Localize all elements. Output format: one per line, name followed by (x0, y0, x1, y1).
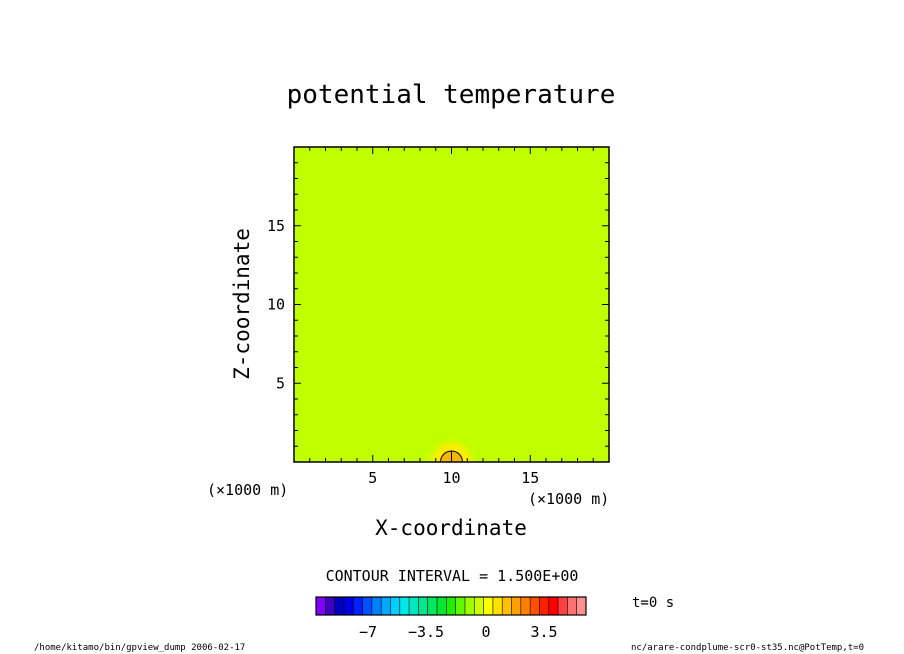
x-unit-label: (×1000 m) (528, 490, 609, 508)
colorbar-swatch (381, 597, 391, 615)
y-tick-label: 5 (276, 374, 285, 392)
colorbar-swatch (316, 597, 326, 615)
colorbar-swatch (343, 597, 354, 615)
colorbar-swatch (455, 597, 466, 615)
x-axis-label: X-coordinate (375, 516, 527, 540)
colorbar-tick-labels: −7 −3.5 0 3.5 (359, 623, 558, 641)
y-tick-labels: 5 10 15 (267, 217, 285, 393)
footer-right-text: nc/arare-condplume-scr0-st35.nc@PotTemp,… (631, 643, 864, 653)
colorbar-swatch (502, 597, 512, 615)
x-tick-labels: 5 10 15 (368, 469, 539, 487)
anomaly-halo (423, 434, 480, 462)
colorbar-swatch (474, 597, 484, 615)
colorbar-swatch (520, 597, 531, 615)
colorbar-frame (315, 596, 587, 616)
field-background (294, 147, 609, 462)
chart-title: potential temperature (287, 80, 616, 110)
colorbar-swatch (558, 597, 568, 615)
colorbar-swatch (576, 597, 587, 615)
colorbar-swatch (483, 597, 494, 615)
x-tick-label: 10 (442, 469, 460, 487)
colorbar-swatch (492, 597, 503, 615)
x-tick-label: 5 (368, 469, 377, 487)
colorbar-tick-label: 3.5 (530, 623, 557, 641)
colorbar-tick-label: −7 (359, 623, 377, 641)
colorbar-swatch (325, 597, 335, 615)
colorbar-tick-label: 0 (481, 623, 490, 641)
colorbar-swatch (418, 597, 429, 615)
colorbar-swatch (567, 597, 577, 615)
colorbar-tick-label: −3.5 (408, 623, 444, 641)
colorbar-swatch (362, 597, 373, 615)
y-tick-label: 15 (267, 217, 285, 235)
y-unit-label: (×1000 m) (207, 481, 288, 499)
colorbar-swatch (530, 597, 540, 615)
colorbar-swatch (548, 597, 559, 615)
colorbar-swatch (437, 597, 447, 615)
colorbar-swatch (409, 597, 419, 615)
y-tick-label: 10 (267, 296, 285, 314)
colorbar-swatch (334, 597, 345, 615)
y-axis-label: Z-coordinate (230, 228, 254, 380)
colorbar-swatch (371, 597, 382, 615)
colorbar-swatch (390, 597, 401, 615)
time-label: t=0 s (632, 595, 674, 611)
footer-left-text: /home/kitamo/bin/gpview_dump 2006-02-17 (34, 643, 245, 653)
colorbar-swatch (539, 597, 550, 615)
colorbar-swatch (446, 597, 456, 615)
colorbar-swatch (427, 597, 438, 615)
contour-interval-text: CONTOUR INTERVAL = 1.500E+00 (326, 567, 579, 585)
colorbar-swatch (399, 597, 410, 615)
colorbar (315, 596, 587, 616)
x-tick-label: 15 (521, 469, 539, 487)
colorbar-swatch (464, 597, 475, 615)
plot-area (293, 146, 610, 463)
colorbar-swatch (353, 597, 363, 615)
colorbar-swatch (511, 597, 522, 615)
axis-ticks (294, 147, 609, 462)
